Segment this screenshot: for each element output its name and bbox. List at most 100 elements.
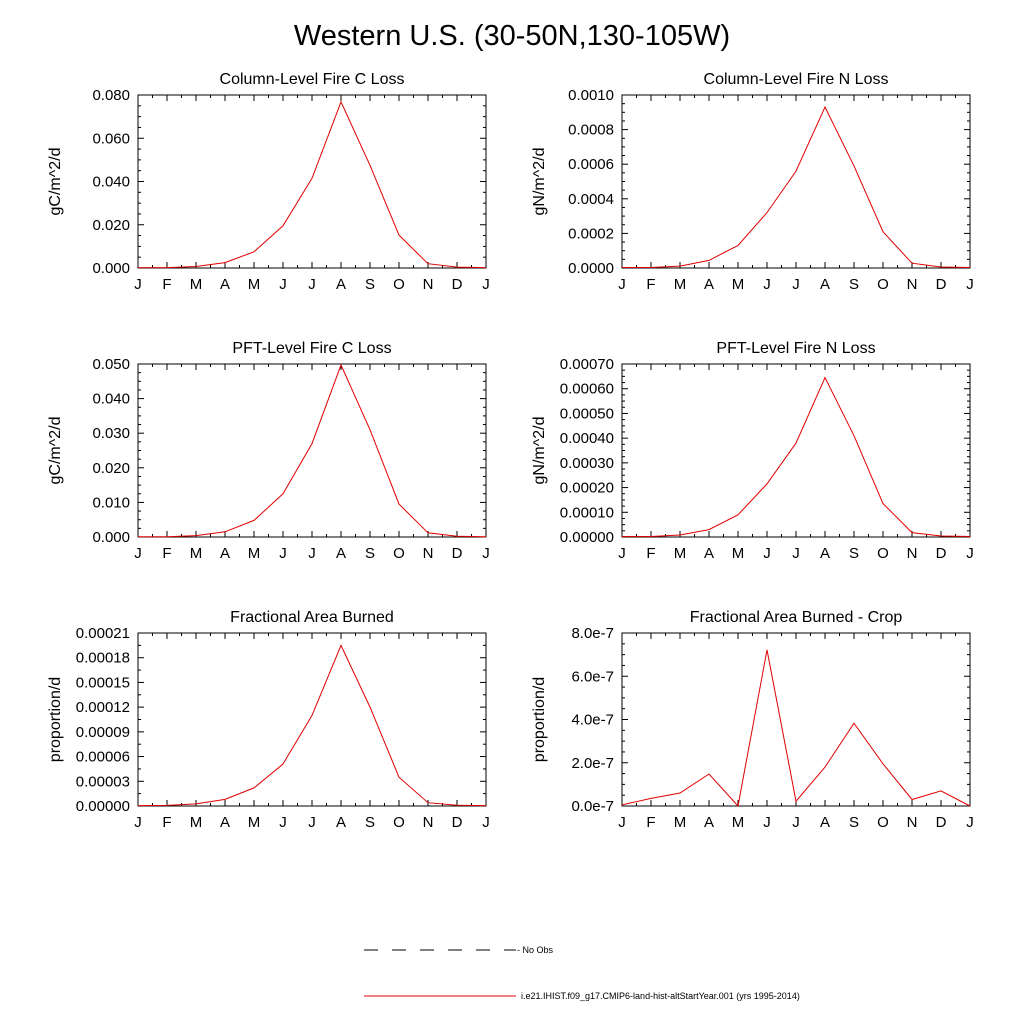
legend-label-no-obs: - No Obs (517, 945, 554, 955)
panel-title: Column-Level Fire C Loss (220, 71, 405, 88)
x-tick-label: J (966, 545, 974, 562)
y-tick-label: 0.00020 (560, 480, 614, 497)
series-line (621, 649, 971, 808)
x-tick-label: J (279, 545, 287, 562)
x-tick-label: J (134, 276, 142, 293)
x-tick-label: S (849, 276, 859, 293)
x-tick-label: J (618, 276, 626, 293)
x-tick-label: M (674, 814, 687, 831)
x-tick-label: O (393, 814, 405, 831)
x-tick-label: M (732, 276, 745, 293)
y-tick-label: 0.00009 (76, 724, 130, 741)
y-tick-label: 0.040 (92, 174, 130, 191)
y-tick-label: 8.0e-7 (571, 625, 614, 642)
y-tick-label: 0.040 (92, 391, 130, 408)
y-tick-label: 0.00050 (560, 405, 614, 422)
y-tick-label: 0.080 (92, 87, 130, 104)
panel-title: PFT-Level Fire N Loss (716, 340, 875, 357)
x-tick-label: J (763, 814, 771, 831)
x-tick-label: J (618, 814, 626, 831)
y-tick-label: 0.000 (92, 260, 130, 277)
x-tick-label: J (308, 276, 316, 293)
y-tick-label: 0.0004 (568, 191, 614, 208)
x-tick-label: J (966, 814, 974, 831)
x-tick-label: O (393, 276, 405, 293)
x-tick-label: A (820, 814, 830, 831)
y-tick-label: 0.020 (92, 217, 130, 234)
y-tick-label: 0.00006 (76, 749, 130, 766)
y-tick-label: 0.010 (92, 494, 130, 511)
x-tick-label: J (308, 814, 316, 831)
x-tick-label: A (220, 814, 230, 831)
x-tick-label: J (792, 814, 800, 831)
x-tick-label: A (336, 814, 346, 831)
x-tick-label: S (849, 814, 859, 831)
x-tick-label: J (482, 276, 490, 293)
y-tick-label: 2.0e-7 (571, 755, 614, 772)
x-tick-label: S (365, 545, 375, 562)
y-tick-label: 0.00060 (560, 381, 614, 398)
plot-frame (137, 363, 487, 538)
x-tick-label: M (190, 276, 203, 293)
y-axis-label: gC/m^2/d (47, 417, 64, 485)
x-tick-label: N (907, 276, 918, 293)
x-tick-label: M (674, 276, 687, 293)
x-tick-label: F (162, 545, 171, 562)
y-tick-label: 0.00010 (560, 504, 614, 521)
x-tick-label: J (308, 545, 316, 562)
x-tick-label: J (618, 545, 626, 562)
x-tick-label: M (248, 276, 261, 293)
x-tick-label: J (134, 814, 142, 831)
plot-frame (137, 94, 487, 269)
y-tick-label: 0.00015 (76, 674, 130, 691)
y-tick-label: 0.00070 (560, 356, 614, 373)
x-tick-label: N (423, 814, 434, 831)
series-line (138, 100, 487, 269)
x-tick-label: O (393, 545, 405, 562)
x-tick-label: F (646, 814, 655, 831)
x-tick-label: J (279, 276, 287, 293)
x-tick-label: S (365, 814, 375, 831)
y-tick-label: 0.00000 (76, 798, 130, 815)
x-tick-label: D (452, 276, 463, 293)
x-tick-label: M (732, 545, 745, 562)
panel-title: Fractional Area Burned - Crop (690, 609, 903, 626)
x-tick-label: O (877, 545, 889, 562)
y-tick-label: 0.00040 (560, 430, 614, 447)
x-tick-label: J (792, 545, 800, 562)
y-tick-label: 4.0e-7 (571, 712, 614, 729)
x-tick-label: D (936, 276, 947, 293)
y-tick-label: 0.00003 (76, 773, 130, 790)
x-tick-label: N (907, 545, 918, 562)
x-tick-label: O (877, 276, 889, 293)
x-tick-label: F (162, 276, 171, 293)
x-tick-label: S (365, 276, 375, 293)
x-tick-label: J (482, 814, 490, 831)
y-tick-label: 0.030 (92, 425, 130, 442)
x-tick-label: M (190, 814, 203, 831)
x-tick-label: D (936, 814, 947, 831)
y-tick-label: 0.060 (92, 130, 130, 147)
series-line (138, 363, 487, 538)
series-line (622, 376, 971, 537)
panel-title: Column-Level Fire N Loss (704, 71, 889, 88)
series-line (622, 105, 971, 268)
y-tick-label: 0.0000 (568, 260, 614, 277)
x-tick-label: M (248, 545, 261, 562)
legend: - No Obs i.e21.IHIST.f09_g17.CMIP6-land-h… (364, 945, 800, 1001)
series-line (137, 644, 487, 807)
x-tick-label: M (732, 814, 745, 831)
x-tick-label: A (220, 545, 230, 562)
x-tick-label: A (820, 545, 830, 562)
x-tick-label: F (646, 545, 655, 562)
plot-frame (621, 632, 971, 807)
x-tick-label: J (763, 276, 771, 293)
plot-frame (621, 363, 971, 538)
x-tick-label: S (849, 545, 859, 562)
figure-title: Western U.S. (30-50N,130-105W) (293, 20, 731, 52)
x-tick-label: F (646, 276, 655, 293)
